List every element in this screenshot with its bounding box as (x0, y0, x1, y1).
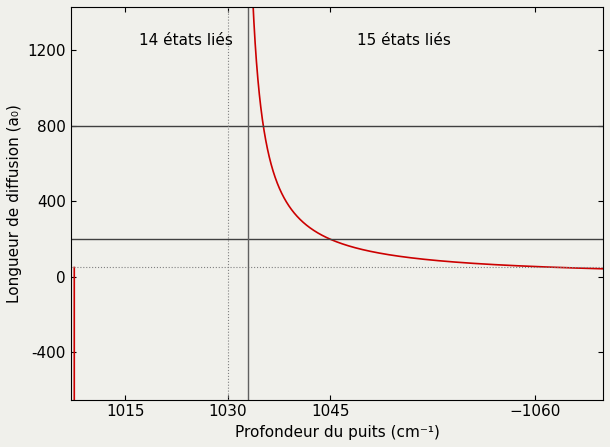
Text: 14 états liés: 14 états liés (139, 34, 233, 48)
X-axis label: Profondeur du puits (cm⁻¹): Profondeur du puits (cm⁻¹) (234, 425, 439, 440)
Y-axis label: Longueur de diffusion (a₀): Longueur de diffusion (a₀) (7, 104, 22, 303)
Text: 15 états liés: 15 états liés (357, 34, 451, 48)
